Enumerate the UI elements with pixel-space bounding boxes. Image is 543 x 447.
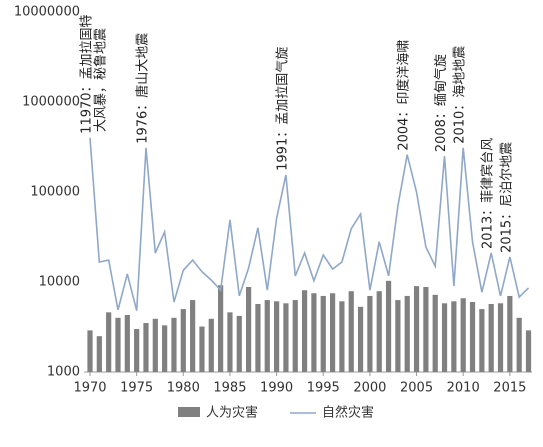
legend-label: 人为灾害 xyxy=(206,405,258,421)
x-tick-label: 1980 xyxy=(167,381,200,396)
y-tick-label: 1000 xyxy=(47,365,80,380)
bar xyxy=(395,300,401,372)
line xyxy=(89,137,530,311)
bar xyxy=(218,285,224,372)
bar xyxy=(385,280,392,372)
bar xyxy=(441,303,448,372)
x-tick-label: 2015 xyxy=(493,381,526,396)
bar xyxy=(124,314,130,372)
bar xyxy=(357,306,364,372)
bar xyxy=(451,301,457,372)
legend-label: 自然灾害 xyxy=(322,405,374,421)
bar xyxy=(469,301,476,372)
annotation: 1991：孟加拉国气旋 xyxy=(274,47,290,171)
bar xyxy=(283,303,289,372)
bar xyxy=(460,298,466,372)
y-tick-label: 10000000 xyxy=(14,5,80,20)
bar xyxy=(199,326,205,372)
bar xyxy=(301,290,308,372)
annotation: 2010：海地地震 xyxy=(453,46,468,144)
bar xyxy=(274,301,280,372)
bar xyxy=(497,303,504,372)
bar xyxy=(413,286,420,372)
x-tick-label: 1970 xyxy=(73,381,106,396)
bar xyxy=(162,325,168,372)
bar xyxy=(329,293,336,372)
bar xyxy=(423,286,429,372)
bar xyxy=(152,318,158,372)
legend-swatch xyxy=(178,407,200,417)
x-tick-label: 2010 xyxy=(447,381,480,396)
bar xyxy=(255,303,261,372)
x-tick-label: 1975 xyxy=(120,381,153,396)
bar xyxy=(525,330,532,372)
annotation: 2008：缅甸气旋 xyxy=(433,54,449,152)
bar xyxy=(432,294,438,372)
x-tick-label: 2005 xyxy=(400,381,433,396)
bar xyxy=(106,312,112,372)
bar xyxy=(180,309,186,372)
bar xyxy=(404,295,410,372)
annotation: 2015：尼泊尔地震 xyxy=(499,142,514,253)
x-tick-label: 1985 xyxy=(213,381,246,396)
bar xyxy=(227,312,233,372)
bar xyxy=(190,300,196,372)
bar xyxy=(292,300,298,372)
bar xyxy=(348,291,354,372)
bar xyxy=(479,309,485,372)
annotation: 1976：唐山大地震 xyxy=(134,33,150,144)
x-tick-label: 2000 xyxy=(353,381,386,396)
bar xyxy=(208,318,214,372)
y-tick-label: 10000 xyxy=(39,275,80,290)
bar xyxy=(96,336,102,372)
bar xyxy=(264,300,270,372)
bar xyxy=(246,286,252,372)
x-tick-label: 1995 xyxy=(307,381,340,396)
bar xyxy=(143,323,149,372)
bar xyxy=(367,295,373,372)
y-tick-label: 100000 xyxy=(30,185,80,200)
bar xyxy=(320,295,326,372)
annotation: 2013：菲律宾台风 xyxy=(480,138,496,249)
bar xyxy=(236,315,242,372)
bar xyxy=(115,317,121,372)
bar xyxy=(376,291,382,372)
annotation: 11970：孟加拉国特 xyxy=(80,14,95,133)
bar xyxy=(171,317,177,372)
x-tick-label: 1990 xyxy=(260,381,293,396)
annotation: 大风暴，秘鲁地震 xyxy=(94,28,109,132)
bar xyxy=(87,330,93,372)
annotation: 2004：印度洋海啸 xyxy=(396,40,412,151)
bar xyxy=(516,317,522,372)
bar xyxy=(311,293,317,372)
bar xyxy=(507,295,513,372)
bar xyxy=(134,329,140,372)
y-tick-label: 1000000 xyxy=(22,95,80,110)
bar xyxy=(339,301,345,372)
bar xyxy=(488,303,494,372)
